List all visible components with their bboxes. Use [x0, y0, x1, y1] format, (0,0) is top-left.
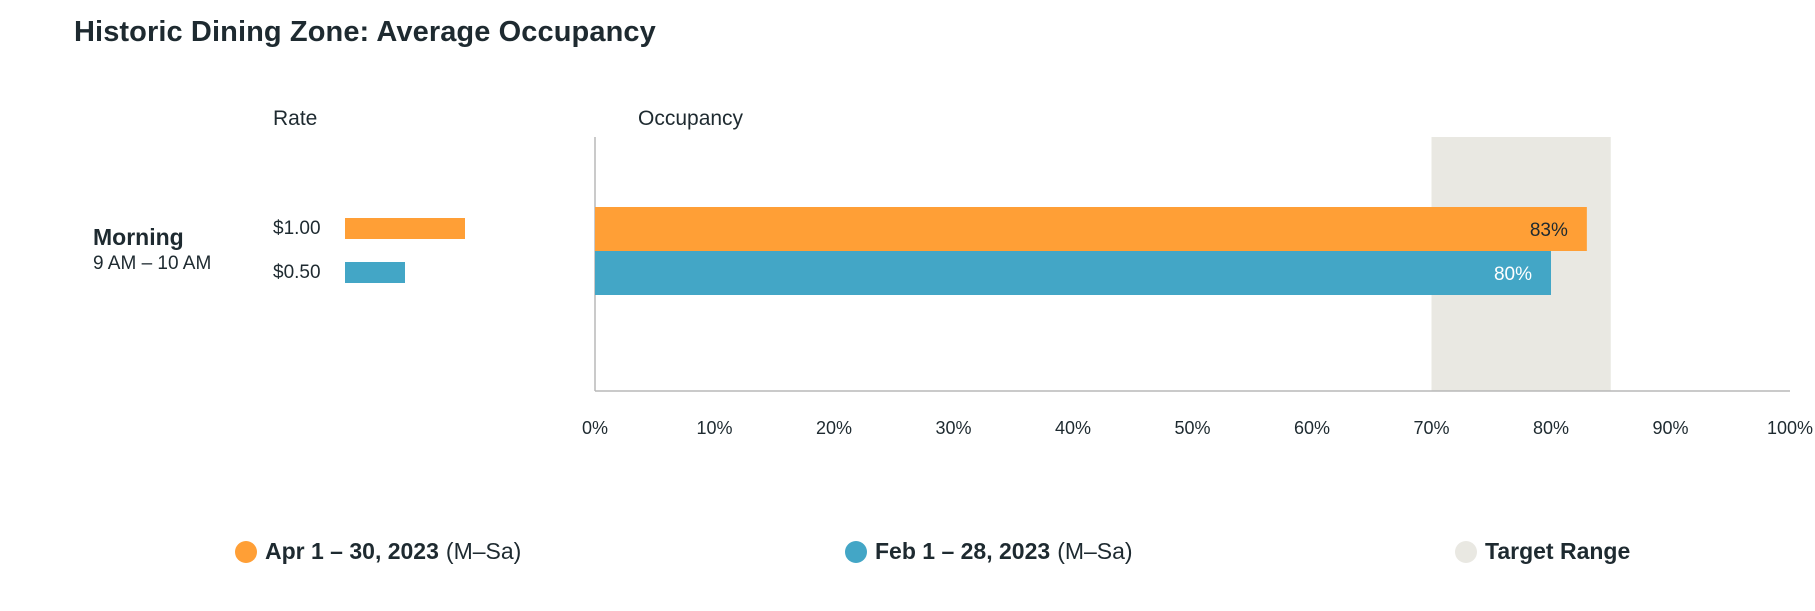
rate-column-heading: Rate — [273, 107, 318, 130]
x-tick-label: 60% — [1294, 418, 1330, 438]
legend-dot-feb — [845, 540, 867, 563]
x-tick-label: 90% — [1652, 418, 1688, 438]
chart-title: Historic Dining Zone: Average Occupancy — [74, 16, 656, 48]
legend-item-feb: Feb 1 – 28, 2023 (M–Sa) — [845, 538, 1133, 565]
occupancy-bar-apr — [595, 207, 1587, 251]
x-tick-label: 10% — [696, 418, 732, 438]
occupancy-bar-feb — [595, 251, 1551, 295]
x-tick-label: 30% — [935, 418, 971, 438]
occupancy-column-heading: Occupancy — [638, 107, 744, 130]
legend-suffix-apr: (M–Sa) — [445, 538, 522, 564]
legend-item-apr: Apr 1 – 30, 2023 (M–Sa) — [235, 538, 521, 565]
legend-dot-target — [1455, 540, 1477, 563]
legend-item-target: Target Range — [1455, 538, 1630, 565]
rate-bar-apr — [345, 218, 465, 239]
occupancy-plot: 83% 80% 0% 10% 20% 30% 40% 50% 60% 70% 80% 90% 100… — [582, 137, 1813, 438]
legend-label-feb: Feb 1 – 28, 2023 — [875, 538, 1051, 564]
x-tick-label: 0% — [582, 418, 608, 438]
x-tick-label: 50% — [1174, 418, 1210, 438]
period-time: 9 AM – 10 AM — [93, 253, 212, 274]
legend-suffix-feb: (M–Sa) — [1057, 538, 1133, 564]
rate-bar-feb — [345, 262, 405, 283]
x-tick-label: 100% — [1767, 418, 1813, 438]
value-label-apr: 83% — [1530, 220, 1568, 241]
legend-label-target: Target Range — [1485, 538, 1631, 564]
x-tick-label: 70% — [1413, 418, 1449, 438]
value-label-feb: 80% — [1494, 264, 1532, 285]
x-tick-label: 80% — [1533, 418, 1569, 438]
rate-label-feb: $0.50 — [273, 262, 321, 283]
x-tick-label: 40% — [1055, 418, 1091, 438]
legend-dot-apr — [235, 540, 257, 563]
legend-label-apr: Apr 1 – 30, 2023 — [265, 538, 439, 564]
period-name: Morning — [93, 224, 184, 250]
x-tick-label: 20% — [816, 418, 852, 438]
rate-label-apr: $1.00 — [273, 218, 321, 239]
